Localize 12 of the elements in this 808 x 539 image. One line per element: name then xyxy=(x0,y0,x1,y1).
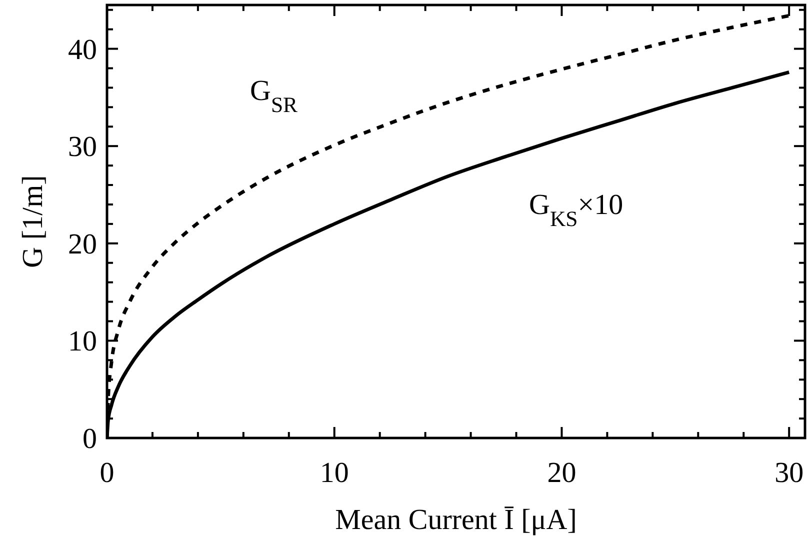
y-tick-label: 30 xyxy=(68,131,97,164)
y-tick-label: 0 xyxy=(82,423,97,455)
series-label: G$_{SR}$ xyxy=(250,75,298,117)
x-tick-label: 10 xyxy=(320,457,349,489)
y-tick-label: 20 xyxy=(68,228,97,260)
series-label: G$_{KS}$×10 xyxy=(529,189,624,231)
x-tick-label: 20 xyxy=(547,457,576,489)
y-tick-label: 40 xyxy=(68,34,97,66)
y-axis-title: G [1/m] xyxy=(17,175,49,268)
x-axis-title: Mean Current Ī [μA] xyxy=(335,504,577,536)
x-tick-label: 30 xyxy=(774,457,804,489)
y-tick-label: 10 xyxy=(68,326,97,358)
